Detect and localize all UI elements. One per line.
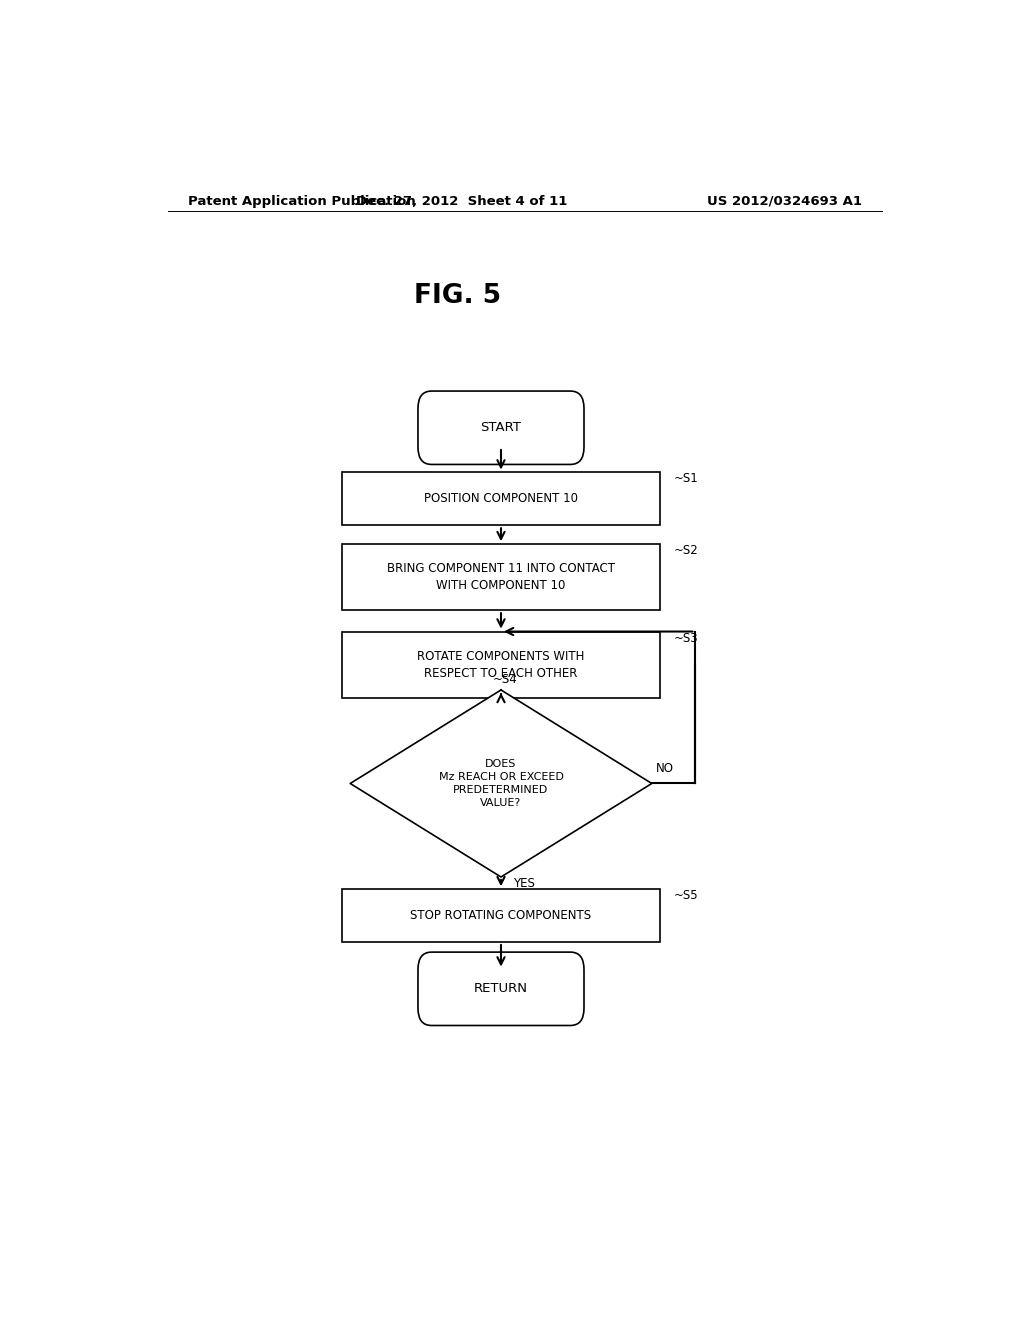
Text: US 2012/0324693 A1: US 2012/0324693 A1 (708, 194, 862, 207)
Polygon shape (350, 690, 651, 876)
Text: DOES
Mz REACH OR EXCEED
PREDETERMINED
VALUE?: DOES Mz REACH OR EXCEED PREDETERMINED VA… (438, 759, 563, 808)
Text: ~S1: ~S1 (674, 473, 698, 486)
Text: ROTATE COMPONENTS WITH
RESPECT TO EACH OTHER: ROTATE COMPONENTS WITH RESPECT TO EACH O… (418, 649, 585, 680)
Text: RETURN: RETURN (474, 982, 528, 995)
Text: ~S3: ~S3 (674, 631, 698, 644)
Text: POSITION COMPONENT 10: POSITION COMPONENT 10 (424, 492, 578, 506)
Text: FIG. 5: FIG. 5 (414, 282, 501, 309)
Text: ~S2: ~S2 (674, 544, 698, 557)
Text: ~S4: ~S4 (494, 673, 518, 686)
FancyBboxPatch shape (418, 952, 584, 1026)
Bar (342, 890, 659, 942)
Text: BRING COMPONENT 11 INTO CONTACT
WITH COMPONENT 10: BRING COMPONENT 11 INTO CONTACT WITH COM… (387, 562, 615, 593)
Text: Patent Application Publication: Patent Application Publication (187, 194, 416, 207)
Text: ~S5: ~S5 (674, 890, 698, 902)
Text: START: START (480, 421, 521, 434)
Text: Dec. 27, 2012  Sheet 4 of 11: Dec. 27, 2012 Sheet 4 of 11 (355, 194, 567, 207)
Bar (342, 631, 659, 697)
FancyBboxPatch shape (418, 391, 584, 465)
Bar (342, 473, 659, 525)
Text: STOP ROTATING COMPONENTS: STOP ROTATING COMPONENTS (411, 909, 592, 923)
Bar (342, 544, 659, 610)
Text: YES: YES (513, 876, 535, 890)
Text: NO: NO (655, 763, 674, 775)
